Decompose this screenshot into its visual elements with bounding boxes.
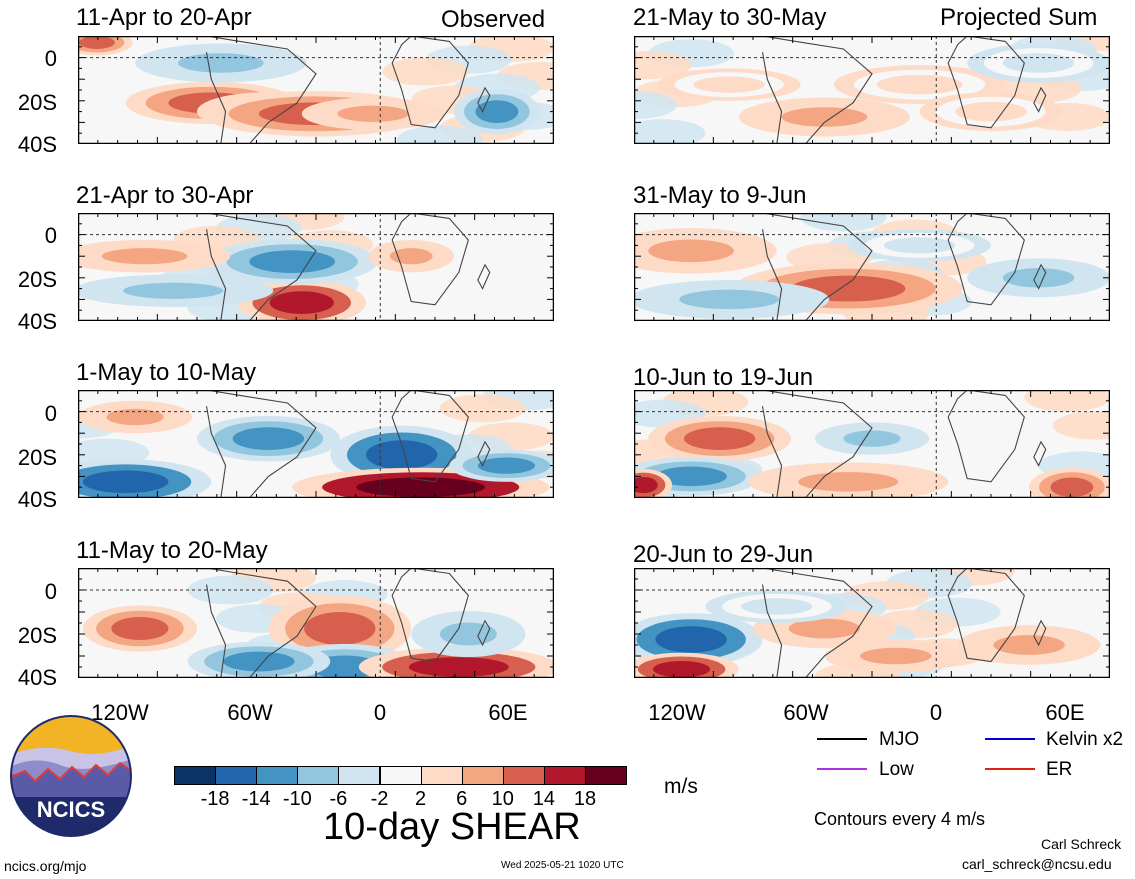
legend-line-mjo [817,738,867,740]
y-tick-label: 20S [17,90,57,115]
x-tick-label: 0 [929,700,943,725]
colorbar-tick-label: -2 [370,788,389,810]
y-tick-label: 40S [17,132,57,157]
y-tick-label: 40S [17,487,57,512]
legend-line-low [817,768,867,770]
x-tick-label: 0 [373,700,387,725]
y-tick-label: 0 [44,401,57,426]
colorbar-swatch [338,766,381,785]
colorbar-tick-label: -10 [282,788,312,810]
colorbar-swatch [215,766,258,785]
x-tick-label: 60W [783,700,829,725]
panel-title: 10-Jun to 19-Jun [633,364,814,391]
colorbar-tick-label: -6 [329,788,348,810]
colorbar-tick-label: 6 [456,788,468,810]
colorbar-swatch [585,766,628,785]
y-tick-label: 0 [44,223,57,248]
legend-label-er: ER [1046,759,1073,780]
site-link[interactable]: ncics.org/mjo [4,858,87,874]
panel-title: 21-Apr to 30-Apr [76,182,254,209]
colorbar-swatch [543,766,586,785]
x-tick-label: 60E [488,700,528,725]
colorbar-tick-label: 18 [573,788,597,810]
panel-title: 1-May to 10-May [76,359,257,386]
shear-map-panel [634,568,1110,678]
colorbar-swatch [461,766,504,785]
shear-map-panel [78,390,554,498]
colorbar-swatch [420,766,463,785]
y-tick-label: 20S [17,623,57,648]
y-tick-label: 40S [17,665,57,690]
panel-title: 31-May to 9-Jun [633,182,807,209]
shear-map-panel [78,36,554,144]
colorbar-tick-label: -18 [200,788,230,810]
x-tick-label: 60E [1045,700,1085,725]
colorbar-tick-label: 14 [532,788,556,810]
timestamp: Wed 2025-05-21 1020 UTC [501,860,624,871]
observed-label: Observed [441,6,546,33]
shear-map-panel [78,568,554,678]
shear-map-panel [634,390,1110,498]
y-tick-label: 0 [44,46,57,71]
legend-label-kelvin: Kelvin x2 [1046,729,1124,750]
legend-label-mjo: MJO [879,729,920,750]
colorbar-tick-label: -14 [241,788,271,810]
shear-map-panel [634,213,1110,321]
panel-title: 11-May to 20-May [76,537,268,564]
legend-line-er [985,768,1035,770]
panel-title: 20-Jun to 29-Jun [633,541,814,568]
panel-title: 21-May to 30-May [633,4,827,31]
colorbar-swatch [256,766,299,785]
panel-title: 11-Apr to 20-Apr [76,4,252,31]
y-tick-label: 20S [17,267,57,292]
y-tick-label: 20S [17,445,57,470]
y-tick-label: 0 [44,579,57,604]
shear-map-panel [634,36,1110,144]
chart-title: 10-day SHEAR [323,806,581,848]
contours-note: Contours every 4 m/s [814,809,986,829]
legend-label-low: Low [879,759,914,780]
projected-sum-label: Projected Sum [940,4,1098,31]
colorbar-swatch [297,766,340,785]
colorbar-swatch [379,766,422,785]
y-tick-label: 40S [17,309,57,334]
x-tick-label: 60W [227,700,273,725]
colorbar-tick-label: 10 [491,788,514,810]
email[interactable]: carl_schreck@ncsu.edu [962,856,1112,872]
colorbar-tick-label: 2 [415,788,427,810]
author: Carl Schreck [1041,836,1122,852]
legend-line-kelvin [985,738,1035,740]
colorbar-swatch [174,766,217,785]
colorbar-swatch [502,766,545,785]
colorbar-units: m/s [664,775,698,798]
ncics-logo: NCICS [10,715,132,837]
shear-map-panel [78,213,554,321]
x-tick-label: 120W [648,700,706,725]
logo-text: NCICS [37,797,105,822]
x-tick-label: 120W [91,700,149,725]
